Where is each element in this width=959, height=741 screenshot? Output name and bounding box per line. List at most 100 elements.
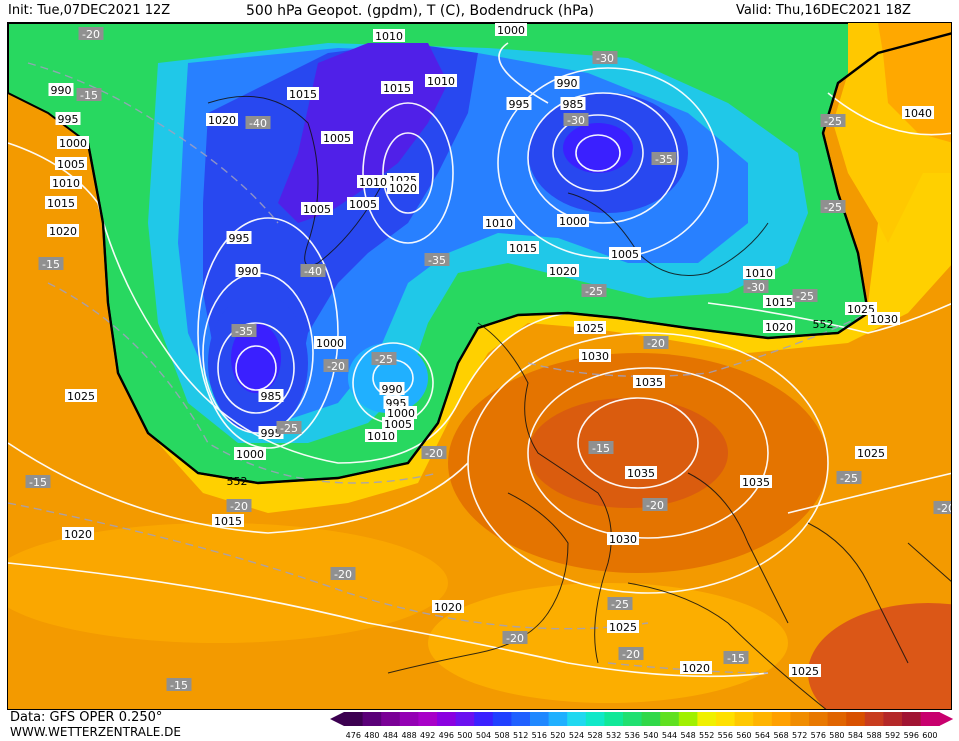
pressure-label: 1020 [62,527,94,541]
pressure-label-bg [206,113,238,126]
pressure-label: 1025 [789,664,821,678]
temp-label: -20 [642,498,668,512]
temp-label-text: -15 [592,442,610,455]
weather-map: 1010 1000 1015 1015 1010 990 995 985 1020 1005 101… [7,22,952,710]
temp-label-text: -25 [824,115,842,128]
scale-tick-label: 552 [699,731,714,740]
pressure-label: 985 [560,97,586,111]
website: WWW.WETTERZENTRALE.DE [10,725,181,739]
temp-label-bg [245,116,271,129]
scale-box [883,712,903,726]
scale-tick-label: 524 [569,731,584,740]
colorscale-bar: 476 480 484 488 492 496 500 504 508 512 516 520 524 5… [330,712,954,740]
pressure-label-text: 1035 [635,376,663,389]
pressure-label-bg [234,447,266,460]
scale-arrow-left [330,712,344,726]
temp-label-bg [651,152,677,165]
pressure-label-bg [483,216,515,229]
temp-label: -15 [166,678,192,692]
pressure-label: 1025 [855,446,887,460]
pressure-label-text: 1020 [765,321,793,334]
isobars [8,42,951,678]
pressure-label: 1015 [763,295,795,309]
temp-label-text: -20 [334,568,352,581]
temp-label-text: -20 [327,360,345,373]
pressure-label: 990 [48,83,74,97]
temp-label-text: -20 [230,500,248,513]
pressure-label: 1010 [425,74,457,88]
pressure-label-text: 1030 [581,350,609,363]
pressure-label-text: 985 [261,390,282,403]
pressure-label-bg [65,389,97,402]
pressure-label-text: 1030 [609,533,637,546]
temp-label-text: -15 [29,476,47,489]
temp-label: -30 [743,280,769,294]
temp-label-text: -20 [425,447,443,460]
pressure-label-text: 1020 [208,114,236,127]
temp-label-bg [743,280,769,293]
scale-tick-label: 488 [401,731,416,740]
scale-box [623,712,643,726]
pressure-label-bg [574,321,606,334]
pressure-label-bg [855,446,887,459]
pressure-label: 1020 [547,264,579,278]
pressure-label-bg [321,131,353,144]
pressure-label-text: 1040 [904,107,932,120]
valid-time: Valid: Thu,16DEC2021 18Z [736,3,911,18]
pressure-label-text: 1010 [52,177,80,190]
scale-tick-label: 484 [383,731,398,740]
pressure-label: 1015 [212,514,244,528]
temp-label-text: -25 [840,472,858,485]
scale-tick-label: 600 [922,731,937,740]
pressure-label: 1015 [507,241,539,255]
scale-tick-label: 544 [662,731,677,740]
temp-label-text: -15 [170,679,188,692]
pressure-label-text: 1000 [387,407,415,420]
scale-box [455,712,475,726]
pressure-label-text: 1000 [497,24,525,37]
pressure-label: 1010 [373,29,405,43]
pressure-label-bg [680,661,712,674]
temp-label-bg [820,200,846,213]
pressure-label-bg [579,349,611,362]
temp-label: -25 [836,471,862,485]
pressure-label-text: 1010 [745,267,773,280]
map-header: Init: Tue,07DEC2021 12Z 500 hPa Geopot. … [0,0,959,22]
temp-label-bg [792,289,818,302]
data-source: Data: GFS OPER 0.250° [10,710,163,725]
pressure-label-text: 985 [563,98,584,111]
scale-box [418,712,438,726]
pressure-label: 1020 [387,181,419,195]
temp-label-text: -20 [622,648,640,661]
temp-label-text: -30 [567,114,585,127]
temp-label: -40 [300,264,326,278]
atlantic-low-core [231,323,281,393]
pressure-label-bg [902,106,934,119]
temp-label-bg [592,51,618,64]
init-time: Init: Tue,07DEC2021 12Z [8,3,171,18]
temp-label-bg [276,421,302,434]
scale-tick-label: 592 [885,731,900,740]
pressure-label-bg [48,83,74,96]
pressure-label-bg [347,197,379,210]
pressure-label: 1010 [365,429,397,443]
scale-box [790,712,810,726]
temp-label-text: -30 [747,281,765,294]
scale-tick-label: 532 [606,731,621,740]
temp-label-text: -20 [647,337,665,350]
pressure-label-text: 1015 [383,82,411,95]
pressure-label-text: 990 [238,265,259,278]
temp-label: -15 [588,441,614,455]
pressure-label-text: 995 [58,113,79,126]
pressure-label-bg [625,466,657,479]
scale-box [716,712,736,726]
pressure-label: 1010 [743,266,775,280]
pressure-label-bg [425,74,457,87]
scale-box [492,712,512,726]
scale-box [399,712,419,726]
pressure-label: 1025 [607,620,639,634]
scale-box [678,712,698,726]
scale-box [697,712,717,726]
pressure-label-text: 1030 [870,313,898,326]
temp-label: -25 [581,284,607,298]
